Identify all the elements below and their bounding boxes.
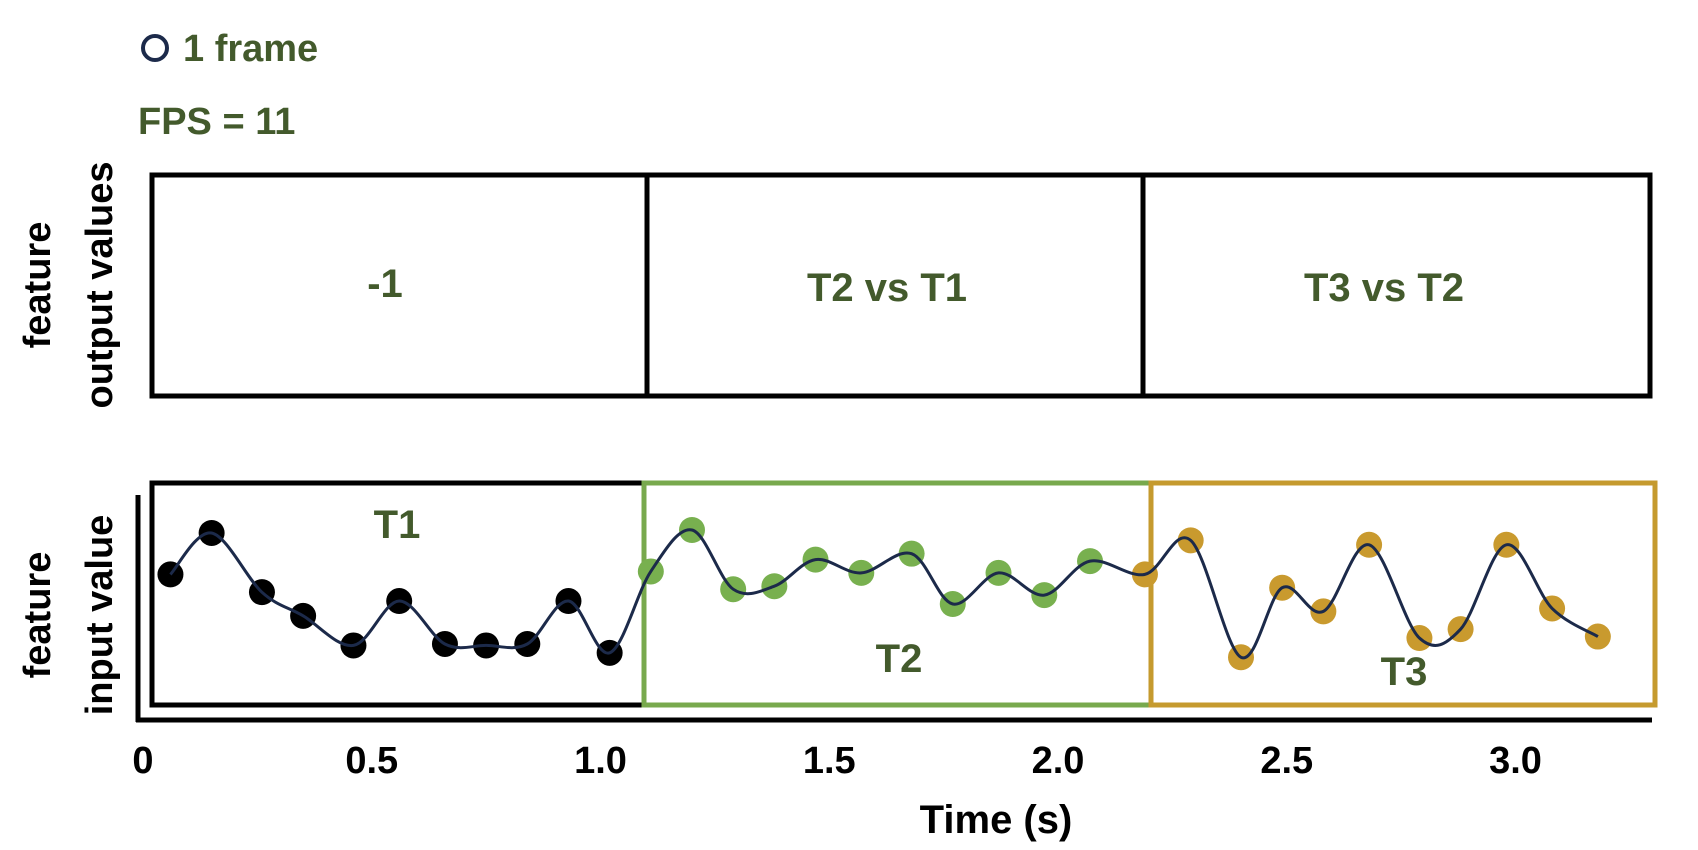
output-ylabel-line1: feature <box>17 222 59 349</box>
x-tick-label: 3.0 <box>1489 740 1542 782</box>
fps-label: FPS = 11 <box>138 101 295 143</box>
segment-box-t3 <box>1148 480 1658 708</box>
input-ylabel-line2: input value <box>79 515 121 716</box>
segment-label-t2: T2 <box>876 637 923 681</box>
signal-curve-layer <box>169 528 1599 660</box>
legend-frame-label: 1 frame <box>183 28 318 70</box>
output-ylabel-line2: output values <box>79 161 121 408</box>
signal-curve <box>169 528 1599 660</box>
x-tick-label: 2.5 <box>1260 740 1313 782</box>
x-tick-label: 0 <box>132 740 153 782</box>
x-tick-label: 0.5 <box>345 740 398 782</box>
segment-label-t3: T3 <box>1381 650 1428 694</box>
output-cell-3 <box>1140 172 1653 399</box>
input-ylabel-line1: feature <box>17 552 59 679</box>
frame-marker-icon <box>141 34 169 62</box>
x-tick-label: 1.5 <box>803 740 856 782</box>
x-tick-label: 1.0 <box>574 740 627 782</box>
x-tick-label: 2.0 <box>1032 740 1085 782</box>
output-cell-3-label: T3 vs T2 <box>1304 266 1464 310</box>
output-cell-1-label: -1 <box>367 262 403 306</box>
segment-label-t1: T1 <box>374 503 421 547</box>
output-cell-2-label: T2 vs T1 <box>807 266 967 310</box>
x-tick-labels: 0 0.5 1.0 1.5 2.0 2.5 3.0 <box>132 740 1541 782</box>
x-axis-label: Time (s) <box>920 798 1073 842</box>
